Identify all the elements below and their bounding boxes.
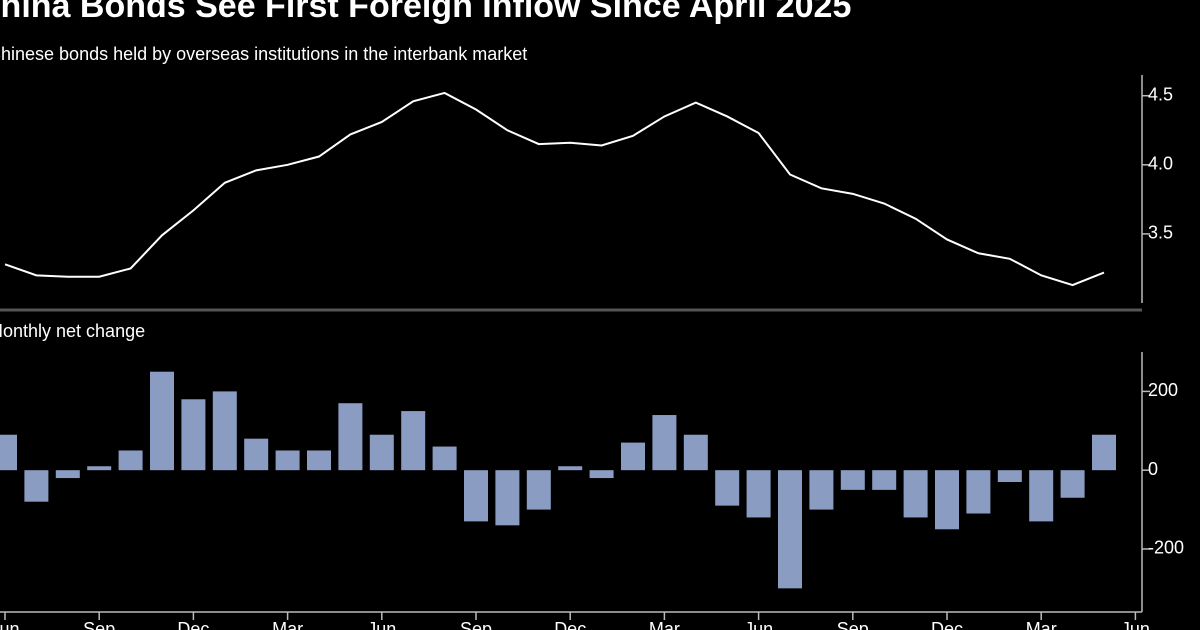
bar	[212, 391, 237, 471]
bar	[935, 470, 959, 530]
x-tick-label: Mar	[272, 619, 303, 630]
y-tick-label: 0	[1148, 459, 1158, 479]
bar	[652, 415, 677, 471]
x-tick-label: Dec	[931, 619, 963, 630]
bar	[840, 470, 865, 490]
chart-title: China Bonds See First Foreign Inflow Sin…	[0, 0, 851, 25]
x-tick-label: Jun	[1121, 619, 1150, 630]
x-tick-label: Mar	[1026, 619, 1057, 630]
x-tick-label: Dec	[554, 619, 586, 630]
bar	[55, 470, 80, 479]
x-tick-label: Jun	[367, 619, 396, 630]
y-tick-label: 3.5	[1148, 223, 1173, 243]
y-tick-label: -200	[1148, 538, 1184, 558]
x-tick-label: Dec	[177, 619, 209, 630]
bar	[369, 434, 394, 471]
bar	[809, 470, 834, 510]
bar	[621, 442, 645, 471]
x-tick-label: Sep	[83, 619, 115, 630]
x-tick-label: Sep	[837, 619, 869, 630]
bar	[244, 438, 269, 471]
bar	[150, 371, 174, 471]
bar	[464, 470, 488, 522]
bar	[495, 470, 520, 526]
bar	[1092, 434, 1116, 471]
chart-subtitle: Chinese bonds held by overseas instituti…	[0, 44, 527, 64]
x-tick-label: Mar	[649, 619, 680, 630]
bar	[1029, 470, 1054, 522]
y-tick-label: 4.0	[1148, 154, 1173, 174]
panel-subtitle: Monthly net change	[0, 321, 145, 341]
bar	[715, 470, 740, 506]
bar	[338, 403, 363, 471]
line	[4, 91, 1105, 287]
bar	[87, 466, 112, 471]
y-tick-label: 200	[1148, 380, 1178, 400]
bar	[526, 470, 551, 510]
bar	[0, 434, 17, 471]
bar	[118, 450, 143, 471]
bar	[401, 411, 426, 471]
bar	[1060, 470, 1085, 498]
bar	[589, 470, 614, 479]
y-tick-label: 4.5	[1148, 84, 1173, 104]
bar	[558, 466, 583, 471]
x-tick-label: Jun	[0, 619, 20, 630]
bar	[966, 470, 991, 514]
bar	[275, 450, 300, 471]
bar	[24, 470, 49, 502]
x-tick-label: Sep	[460, 619, 492, 630]
bar	[432, 446, 457, 471]
bar	[307, 450, 331, 471]
bar	[181, 399, 206, 471]
x-tick-label: Jun	[744, 619, 773, 630]
bar	[872, 470, 897, 490]
bar	[903, 470, 928, 518]
bar	[778, 470, 802, 589]
bar	[997, 470, 1022, 482]
bar	[683, 434, 708, 471]
bar	[746, 470, 771, 518]
